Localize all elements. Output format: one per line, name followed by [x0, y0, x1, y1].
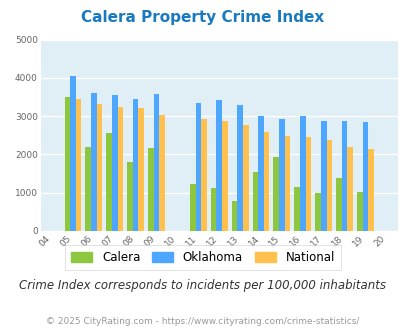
Bar [263, 132, 269, 231]
Bar [96, 104, 102, 231]
Bar [341, 121, 347, 231]
Bar [195, 103, 200, 231]
Bar [356, 192, 362, 231]
Bar [159, 115, 164, 231]
Text: © 2025 CityRating.com - https://www.cityrating.com/crime-statistics/: © 2025 CityRating.com - https://www.city… [46, 317, 359, 326]
Bar [273, 157, 278, 231]
Bar [70, 76, 76, 231]
Bar [231, 201, 237, 231]
Bar [284, 136, 290, 231]
Bar [210, 188, 216, 231]
Bar [76, 99, 81, 231]
Bar [200, 119, 206, 231]
Bar [216, 100, 222, 231]
Bar [294, 187, 299, 231]
Bar [190, 184, 195, 231]
Bar [106, 133, 112, 231]
Bar [314, 193, 320, 231]
Bar [132, 99, 138, 231]
Text: Crime Index corresponds to incidents per 100,000 inhabitants: Crime Index corresponds to incidents per… [19, 279, 386, 292]
Text: Calera Property Crime Index: Calera Property Crime Index [81, 10, 324, 25]
Bar [258, 116, 263, 231]
Bar [326, 140, 331, 231]
Bar [278, 119, 284, 231]
Bar [347, 147, 352, 231]
Bar [242, 125, 248, 231]
Bar [153, 94, 159, 231]
Bar [148, 148, 153, 231]
Bar [222, 121, 227, 231]
Bar [138, 108, 144, 231]
Bar [127, 162, 132, 231]
Bar [64, 97, 70, 231]
Bar [367, 149, 373, 231]
Bar [362, 122, 367, 231]
Bar [320, 121, 326, 231]
Legend: Calera, Oklahoma, National: Calera, Oklahoma, National [65, 245, 340, 270]
Bar [252, 173, 258, 231]
Bar [305, 137, 311, 231]
Bar [112, 95, 117, 231]
Bar [335, 178, 341, 231]
Bar [117, 107, 123, 231]
Bar [85, 147, 91, 231]
Bar [91, 93, 96, 231]
Bar [299, 116, 305, 231]
Bar [237, 105, 242, 231]
